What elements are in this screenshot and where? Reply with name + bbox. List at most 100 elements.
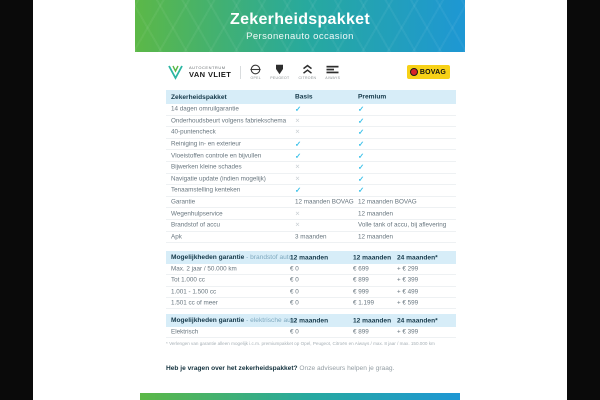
- logo-row: AUTOCENTRUM VAN VLIET Opel Peu: [167, 59, 450, 85]
- cross-icon: ✕: [295, 164, 301, 171]
- table-row: Navigatie update (indien mogelijk) ✕ ✓: [166, 174, 456, 186]
- bovag-emblem-icon: [409, 68, 418, 76]
- fuel-col-1: 12 maanden: [290, 254, 329, 261]
- check-icon: ✓: [358, 104, 365, 114]
- bottom-gradient-bar: [140, 393, 460, 400]
- opel-logo-icon: [250, 64, 261, 75]
- feature-label: Wegenhulpservice: [171, 210, 223, 218]
- dealer-name-bottom: VAN VLIET: [189, 69, 232, 79]
- cell-text: 12 maanden BOVAG: [295, 198, 354, 206]
- cell-text: € 899: [353, 328, 369, 336]
- brand-citroen: Citroën: [298, 64, 316, 80]
- check-icon: ✓: [358, 127, 365, 137]
- feature-label: Reiniging in- en exterieur: [171, 140, 242, 148]
- table-row: Reiniging in- en exterieur ✓ ✓: [166, 139, 456, 151]
- electric-col-2: 12 maanden: [353, 317, 392, 324]
- dealer-name-top: AUTOCENTRUM: [189, 64, 226, 70]
- cell-text: 12 maanden: [358, 233, 394, 241]
- price-row-label: Max. 2 jaar / 50.000 km: [171, 265, 237, 273]
- header-banner: Zekerheidspakket Personenauto occasion: [135, 0, 465, 52]
- check-icon: ✓: [295, 104, 302, 114]
- cell-text: 12 maanden BOVAG: [358, 198, 417, 206]
- fuel-guarantee-table: Mogelijkheden garantie - brandstof auto …: [166, 251, 456, 310]
- feature-label: Bijwerken kleine schades: [171, 163, 242, 171]
- cross-icon: ✕: [295, 129, 301, 136]
- cell-text: € 899: [353, 276, 369, 284]
- feature-label: 14 dagen omruilgarantie: [171, 105, 239, 113]
- left-black-bar: [0, 0, 33, 400]
- table-row: Tenaamstelling kenteken ✓ ✓: [166, 185, 456, 197]
- check-icon: ✓: [358, 162, 365, 172]
- table-row: Max. 2 jaar / 50.000 km € 0 € 699 + € 299: [166, 264, 456, 276]
- check-icon: ✓: [295, 139, 302, 149]
- question-rest: Onze adviseurs helpen je graag.: [299, 365, 395, 372]
- cell-text: € 0: [290, 299, 299, 307]
- table-row: Wegenhulpservice ✕ 12 maanden: [166, 208, 456, 220]
- price-row-label: Elektrisch: [171, 328, 199, 336]
- cell-text: + € 499: [397, 288, 419, 296]
- table-row: Bijwerken kleine schades ✕ ✓: [166, 162, 456, 174]
- electric-title-suffix: - elektrische auto: [244, 317, 297, 324]
- table-row: Apk 3 maanden 12 maanden: [166, 232, 456, 244]
- brand-logos: Opel Peugeot Citroën: [250, 64, 340, 80]
- electric-table-title: Mogelijkheden garantie - elektrische aut…: [171, 317, 296, 324]
- question-line: Heb je vragen over het zekerheidspakket?…: [166, 365, 456, 372]
- cell-text: € 0: [290, 265, 299, 273]
- table-row: Vloeistoffen controle en bijvullen ✓ ✓: [166, 150, 456, 162]
- electric-col-1: 12 maanden: [290, 317, 329, 324]
- cell-text: € 999: [353, 288, 369, 296]
- fuel-table-body: Max. 2 jaar / 50.000 km € 0 € 699 + € 299 To…: [166, 264, 456, 310]
- cell-text: + € 299: [397, 265, 419, 273]
- package-table-header: Zekerheidspakket Basis Premium: [166, 90, 456, 104]
- table-row: 40-puntencheck ✕ ✓: [166, 127, 456, 139]
- check-icon: ✓: [358, 116, 365, 126]
- table-row: Tot 1.000 cc € 0 € 899 + € 399: [166, 275, 456, 287]
- cell-text: € 0: [290, 276, 299, 284]
- cell-text: 3 maanden: [295, 233, 327, 241]
- cross-icon: ✕: [295, 118, 301, 125]
- electric-col-3: 24 maanden*: [397, 317, 438, 324]
- check-icon: ✓: [358, 151, 365, 161]
- check-icon: ✓: [358, 139, 365, 149]
- cell-text: + € 399: [397, 276, 419, 284]
- check-icon: ✓: [358, 185, 365, 195]
- feature-label: Navigatie update (indien mogelijk): [171, 175, 266, 183]
- package-table-body: 14 dagen omruilgarantie ✓ ✓ Onderhoudsbeurt…: [166, 104, 456, 244]
- cell-text: € 0: [290, 328, 299, 336]
- fuel-title-suffix: - brandstof auto: [244, 254, 293, 261]
- price-row-label: 1.501 cc of meer: [171, 299, 218, 307]
- van-vliet-mark-icon: [168, 65, 183, 80]
- cell-text: + € 599: [397, 299, 419, 307]
- table-row: Garantie 12 maanden BOVAG 12 maanden BOVAG: [166, 197, 456, 209]
- peugeot-logo-icon: [276, 64, 284, 75]
- brand-label: Citroën: [298, 76, 317, 80]
- fuel-table-header: Mogelijkheden garantie - brandstof auto …: [166, 251, 456, 264]
- check-icon: ✓: [358, 174, 365, 184]
- feature-label: Vloeistoffen controle en bijvullen: [171, 152, 262, 160]
- brand-aiways: Aiways: [325, 64, 340, 80]
- cell-text: + € 399: [397, 328, 419, 336]
- cell-text: € 699: [353, 265, 369, 273]
- electric-table-header: Mogelijkheden garantie - elektrische aut…: [166, 314, 456, 327]
- fuel-col-3: 24 maanden*: [397, 254, 438, 261]
- aiways-logo-icon: [326, 65, 339, 74]
- cross-icon: ✕: [295, 222, 301, 229]
- price-row-label: Tot 1.000 cc: [171, 276, 205, 284]
- feature-label: Onderhoudsbeurt volgens fabriekschema: [171, 117, 287, 125]
- electric-title-bold: Mogelijkheden garantie: [171, 317, 245, 324]
- fuel-table-title: Mogelijkheden garantie - brandstof auto: [171, 254, 292, 261]
- table-row: Brandstof of accu ✕ Volle tank of accu, bi…: [166, 220, 456, 232]
- question-bold: Heb je vragen over het zekerheidspakket?: [166, 365, 298, 372]
- basis-column-header: Basis: [295, 93, 313, 101]
- document-page: Zekerheidspakket Personenauto occasion A…: [135, 0, 465, 400]
- logo-divider: [240, 65, 242, 79]
- table-row: 1.001 - 1.500 cc € 0 € 999 + € 499: [166, 287, 456, 298]
- table-row: Elektrisch € 0 € 899 + € 399: [166, 327, 456, 339]
- feature-label: Garantie: [171, 198, 196, 206]
- brand-label: Peugeot: [270, 76, 290, 80]
- page-subtitle: Personenauto occasion: [246, 30, 354, 42]
- brand-peugeot: Peugeot: [270, 64, 289, 80]
- electric-table-body: Elektrisch € 0 € 899 + € 399: [166, 327, 456, 339]
- page-title: Zekerheidspakket: [230, 10, 370, 28]
